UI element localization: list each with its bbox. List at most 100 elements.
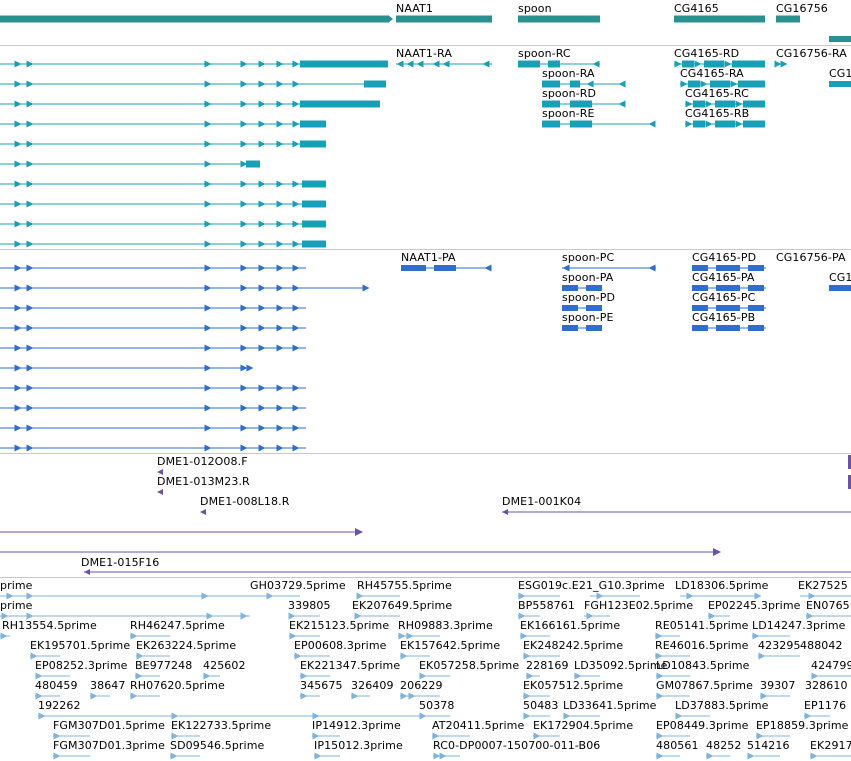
strand-arrow[interactable]	[806, 612, 814, 620]
est-label[interactable]: BE977248	[135, 659, 193, 672]
strand-arrow[interactable]	[276, 100, 284, 108]
strand-arrow[interactable]	[204, 444, 212, 452]
strand-arrow[interactable]	[240, 160, 248, 168]
strand-arrow[interactable]	[518, 612, 526, 620]
strand-arrow[interactable]	[700, 80, 708, 88]
strand-arrow[interactable]	[14, 80, 22, 88]
polypeptide-label[interactable]: spoon-PE	[562, 311, 614, 324]
strand-arrow[interactable]	[26, 364, 34, 372]
strand-arrow[interactable]	[276, 404, 284, 412]
strand-arrow[interactable]	[240, 344, 248, 352]
strand-arrow[interactable]	[618, 100, 626, 108]
strand-arrow[interactable]	[26, 240, 34, 248]
est-label[interactable]: EP00608.3prime	[294, 639, 387, 652]
strand-arrow[interactable]	[266, 592, 274, 600]
est-label[interactable]: prime	[0, 599, 33, 612]
strand-arrow[interactable]	[240, 444, 248, 452]
exon-block[interactable]	[434, 265, 456, 271]
strand-arrow[interactable]	[14, 220, 22, 228]
strand-arrow[interactable]	[240, 284, 248, 292]
est-label[interactable]: 328610	[805, 679, 848, 692]
exon-block[interactable]	[682, 60, 694, 68]
strand-arrow[interactable]	[26, 160, 34, 168]
strand-arrow[interactable]	[735, 100, 743, 108]
strand-arrow[interactable]	[648, 120, 656, 128]
transcript-label[interactable]: CG16756-RA	[776, 47, 847, 60]
strand-arrow[interactable]	[735, 120, 743, 128]
est-label[interactable]: LD18306.5prime	[675, 579, 769, 592]
strand-arrow[interactable]	[774, 60, 782, 68]
gene-end-arrow[interactable]	[388, 15, 393, 23]
transcript-label[interactable]: NAAT1-RA	[396, 47, 452, 60]
strand-arrow[interactable]	[294, 652, 302, 660]
strand-arrow[interactable]	[136, 652, 144, 660]
strand-arrow[interactable]	[258, 140, 266, 148]
strand-arrow[interactable]	[258, 384, 266, 392]
exon-block[interactable]	[692, 305, 708, 311]
strand-arrow[interactable]	[14, 240, 22, 248]
strand-arrow[interactable]	[300, 672, 308, 680]
strand-arrow[interactable]	[648, 264, 656, 272]
strand-arrow[interactable]	[300, 692, 308, 700]
strand-arrow[interactable]	[240, 140, 248, 148]
est-label[interactable]: FGM307D01.5prime	[53, 719, 165, 732]
strand-arrow[interactable]	[14, 324, 22, 332]
est-label[interactable]: GM07867.5prime	[656, 679, 753, 692]
est-label[interactable]: 480561	[656, 739, 699, 752]
strand-arrow[interactable]	[292, 140, 300, 148]
strand-arrow[interactable]	[258, 60, 266, 68]
exon-block[interactable]	[715, 120, 735, 128]
strand-arrow[interactable]	[240, 264, 248, 272]
exon-block[interactable]	[715, 100, 735, 108]
strand-arrow[interactable]	[258, 80, 266, 88]
est-label[interactable]: ESG019c.E21_G10.3prime	[518, 579, 665, 592]
strand-arrow[interactable]	[351, 692, 359, 700]
est-label[interactable]: RH07620.5prime	[130, 679, 225, 692]
strand-arrow[interactable]	[240, 364, 248, 372]
strand-arrow[interactable]	[240, 324, 248, 332]
est-label[interactable]: 48252	[706, 739, 742, 752]
est-label[interactable]: FGM307D01.3prime	[53, 739, 165, 752]
exon-block[interactable]	[716, 265, 740, 271]
exon-block[interactable]	[748, 325, 764, 331]
est-label[interactable]: LD37883.5prime	[675, 699, 769, 712]
strand-arrow[interactable]	[240, 100, 248, 108]
exon-block[interactable]	[692, 265, 708, 271]
strand-arrow[interactable]	[240, 424, 248, 432]
strand-arrow[interactable]	[14, 344, 22, 352]
exon-block[interactable]	[692, 325, 708, 331]
est-label[interactable]: EK221347.5prime	[300, 659, 401, 672]
strand-arrow[interactable]	[685, 100, 693, 108]
strand-arrow[interactable]	[204, 304, 212, 312]
strand-arrow[interactable]	[26, 140, 34, 148]
est-label[interactable]: RH13554.5prime	[2, 619, 97, 632]
exon-block[interactable]	[300, 100, 380, 108]
strand-arrow[interactable]	[406, 632, 414, 640]
strand-arrow[interactable]	[38, 712, 46, 720]
strand-arrow[interactable]	[533, 732, 541, 740]
strand-arrow[interactable]	[432, 732, 440, 740]
strand-arrow[interactable]	[705, 100, 713, 108]
exon-block[interactable]	[364, 80, 386, 88]
strand-arrow[interactable]	[433, 752, 441, 760]
strand-arrow[interactable]	[656, 672, 664, 680]
strand-arrow[interactable]	[204, 240, 212, 248]
exon-block[interactable]	[586, 305, 602, 311]
strand-arrow[interactable]	[258, 444, 266, 452]
strand-arrow[interactable]	[518, 592, 526, 600]
strand-arrow[interactable]	[171, 732, 179, 740]
strand-arrow[interactable]	[258, 424, 266, 432]
strand-arrow[interactable]	[53, 752, 61, 760]
strand-arrow[interactable]	[276, 180, 284, 188]
strand-arrow[interactable]	[14, 200, 22, 208]
est-label[interactable]: LD14247.3prime	[752, 619, 846, 632]
exon-block[interactable]	[246, 160, 260, 168]
strand-arrow[interactable]	[810, 752, 818, 760]
strand-arrow[interactable]	[14, 264, 22, 272]
est-label[interactable]: EK057512.5prime	[523, 679, 624, 692]
exon-block[interactable]	[542, 120, 560, 128]
strand-arrow[interactable]	[171, 712, 179, 720]
strand-arrow[interactable]	[574, 672, 582, 680]
strand-arrow[interactable]	[204, 404, 212, 412]
